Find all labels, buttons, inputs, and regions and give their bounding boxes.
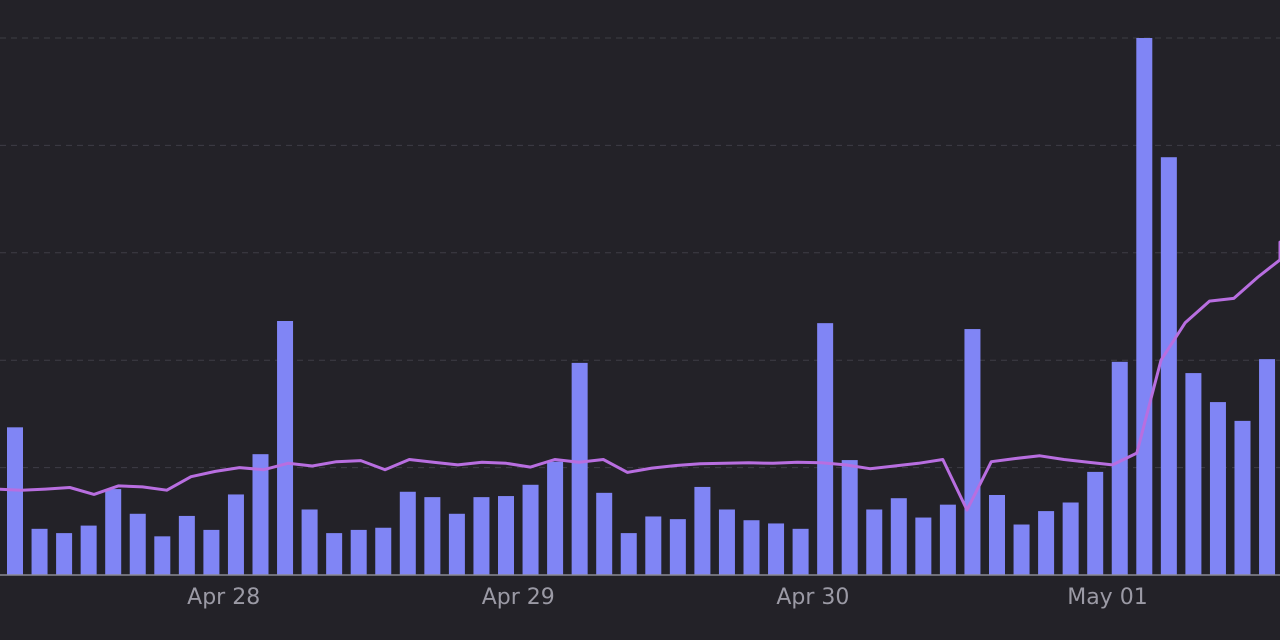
bar [547, 461, 564, 575]
bar [129, 513, 146, 575]
bar [1013, 524, 1030, 575]
bar [571, 362, 588, 575]
bar [1185, 373, 1202, 575]
bar [620, 533, 637, 575]
bar [498, 496, 514, 575]
bar [424, 497, 441, 575]
bar [1111, 361, 1128, 575]
bar [1160, 157, 1177, 576]
bar [989, 494, 1005, 575]
bar [866, 509, 883, 575]
bar [669, 519, 686, 575]
bar [7, 427, 23, 575]
bar [375, 527, 392, 575]
x-tick-label: Apr 28 [187, 585, 260, 610]
bar [1062, 502, 1079, 575]
bar [1087, 471, 1104, 575]
bar [915, 517, 932, 575]
x-tick-label: Apr 30 [776, 585, 849, 610]
gridlines [0, 37, 1280, 469]
bar [694, 486, 711, 575]
bar [817, 323, 834, 575]
bar [1136, 38, 1153, 575]
bar [1259, 359, 1276, 575]
bar [105, 489, 122, 575]
bar [252, 454, 269, 575]
bar [890, 498, 907, 575]
bar [178, 515, 195, 575]
bar [301, 509, 318, 575]
bar [522, 484, 539, 575]
bar [277, 320, 294, 575]
x-tick-label: May 01 [1067, 585, 1147, 610]
bar [1209, 402, 1226, 575]
bar [80, 525, 97, 575]
bar [448, 513, 465, 575]
bar [743, 520, 760, 575]
bar [350, 529, 367, 575]
bar [596, 492, 613, 575]
bar [1038, 511, 1055, 575]
bar [718, 509, 735, 575]
bar [768, 523, 785, 575]
x-tick-label: Apr 29 [482, 585, 555, 610]
bar [939, 504, 956, 575]
bar-series [7, 38, 1276, 576]
bar [56, 533, 73, 575]
bar [473, 497, 490, 575]
bar [154, 536, 171, 575]
bar [31, 528, 48, 575]
bar [645, 516, 662, 575]
bar [399, 491, 416, 575]
trend-line [0, 240, 1280, 512]
bar [1234, 420, 1251, 575]
bar [326, 533, 343, 575]
bar [203, 529, 220, 575]
bar [792, 528, 809, 575]
x-axis-ticks: Apr 28 Apr 29 Apr 30 May 01 [187, 585, 1148, 610]
bar [227, 494, 244, 575]
bar [964, 329, 981, 575]
bar [841, 460, 858, 575]
